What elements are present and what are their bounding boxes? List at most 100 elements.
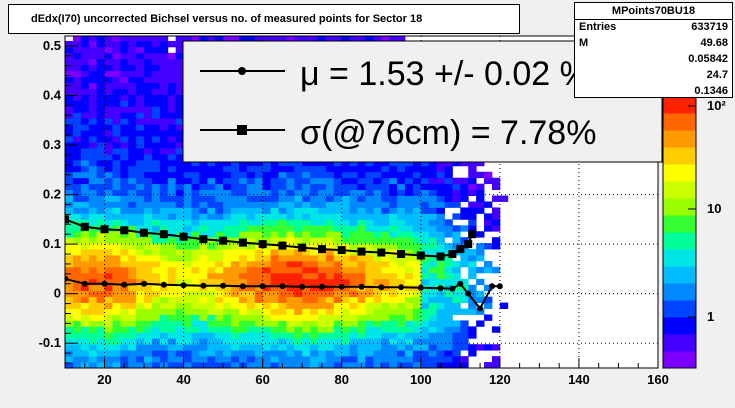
- heatmap-cell: [468, 308, 477, 315]
- heatmap-cell: [151, 58, 161, 66]
- heatmap-cell: [428, 165, 438, 173]
- heatmap-cell: [349, 177, 358, 185]
- heatmap-cell: [128, 219, 137, 226]
- heatmap-cell: [262, 225, 271, 232]
- heatmap-cell: [167, 124, 177, 131]
- heatmap-cell: [207, 159, 216, 167]
- heatmap-cell: [452, 290, 461, 298]
- heatmap-cell: [231, 165, 240, 173]
- heatmap-cell: [373, 255, 382, 262]
- heatmap-cell: [136, 225, 145, 232]
- heatmap-cell: [491, 243, 501, 250]
- heatmap-cell: [270, 266, 279, 274]
- heatmap-cell: [412, 320, 422, 327]
- heatmap-cell: [262, 278, 271, 286]
- heatmap-cell: [270, 284, 279, 292]
- heatmap-cell: [444, 201, 453, 208]
- heatmap-cell: [128, 243, 137, 250]
- heatmap-cell: [333, 260, 343, 268]
- heatmap-cell: [80, 219, 90, 226]
- heatmap-cell: [286, 302, 295, 309]
- heatmap-cell: [175, 106, 185, 113]
- heatmap-cell: [373, 338, 382, 345]
- heatmap-cell: [397, 237, 406, 244]
- heatmap-cell: [397, 207, 406, 214]
- heatmap-cell: [72, 171, 82, 179]
- heatmap-cell: [104, 290, 113, 298]
- heatmap-cell: [357, 326, 366, 333]
- point-sigma: [317, 245, 326, 254]
- heatmap-cell: [199, 356, 208, 363]
- heatmap-cell: [491, 266, 501, 274]
- heatmap-cell: [412, 344, 422, 351]
- heatmap-cell: [310, 302, 319, 309]
- heatmap-cell: [215, 344, 224, 351]
- heatmap-cell: [136, 46, 145, 54]
- heatmap-cell: [246, 326, 256, 333]
- heatmap-cell: [223, 225, 232, 232]
- heatmap-cell: [476, 344, 485, 351]
- heatmap-cell: [88, 260, 98, 268]
- heatmap-cell: [476, 201, 485, 208]
- heatmap-cell: [302, 332, 311, 339]
- heatmap-cell: [444, 183, 453, 191]
- heatmap-cell: [144, 362, 153, 368]
- heatmap-cell: [207, 344, 216, 351]
- heatmap-cell: [136, 40, 145, 48]
- heatmap-cell: [88, 36, 98, 42]
- heatmap-cell: [136, 64, 145, 72]
- heatmap-cell: [349, 201, 358, 208]
- heatmap-cell: [72, 58, 82, 66]
- heatmap-cell: [436, 237, 445, 244]
- heatmap-cell: [80, 165, 90, 173]
- heatmap-cell: [159, 40, 169, 48]
- heatmap-cell: [310, 314, 319, 321]
- heatmap-cell: [65, 308, 74, 315]
- heatmap-cell: [389, 195, 398, 202]
- heatmap-cell: [167, 272, 177, 280]
- heatmap-cell: [151, 36, 161, 42]
- heatmap-cell: [112, 36, 121, 42]
- heatmap-cell: [404, 308, 414, 315]
- heatmap-cell: [278, 332, 287, 339]
- heatmap-cell: [452, 195, 461, 202]
- heatmap-cell: [444, 308, 453, 315]
- heatmap-cell: [80, 338, 90, 345]
- heatmap-cell: [96, 308, 105, 315]
- heatmap-cell: [318, 165, 327, 173]
- heatmap-cell: [254, 255, 264, 262]
- heatmap-cell: [302, 225, 311, 232]
- heatmap-cell: [404, 243, 414, 250]
- heatmap-cell: [428, 260, 438, 268]
- heatmap-cell: [310, 362, 319, 368]
- heatmap-cell: [120, 147, 129, 155]
- heatmap-cell: [223, 362, 232, 368]
- heatmap-cell: [389, 302, 398, 309]
- heatmap-cell: [404, 219, 414, 226]
- heatmap-cell: [215, 36, 224, 42]
- heatmap-cell: [175, 159, 185, 167]
- heatmap-cell: [144, 213, 153, 220]
- heatmap-cell: [318, 272, 327, 280]
- heatmap-cell: [262, 290, 271, 298]
- heatmap-cell: [365, 338, 374, 345]
- palette-cell: [663, 181, 696, 199]
- x-tick-label: 40: [176, 372, 190, 387]
- heatmap-cell: [397, 344, 406, 351]
- heatmap-cell: [238, 260, 248, 268]
- heatmap-cell: [72, 40, 82, 48]
- heatmap-cell: [270, 344, 279, 351]
- heatmap-cell: [191, 36, 200, 42]
- heatmap-cell: [151, 76, 161, 83]
- point-sigma: [298, 243, 307, 252]
- heatmap-cell: [96, 112, 105, 119]
- heatmap-cell: [159, 58, 169, 66]
- heatmap-cell: [136, 296, 145, 303]
- heatmap-cell: [191, 249, 200, 256]
- heatmap-cell: [215, 165, 224, 173]
- heatmap-cell: [262, 320, 271, 327]
- point-mu: [101, 280, 108, 287]
- heatmap-cell: [476, 255, 485, 262]
- heatmap-cell: [254, 332, 264, 339]
- point-mu: [398, 284, 405, 291]
